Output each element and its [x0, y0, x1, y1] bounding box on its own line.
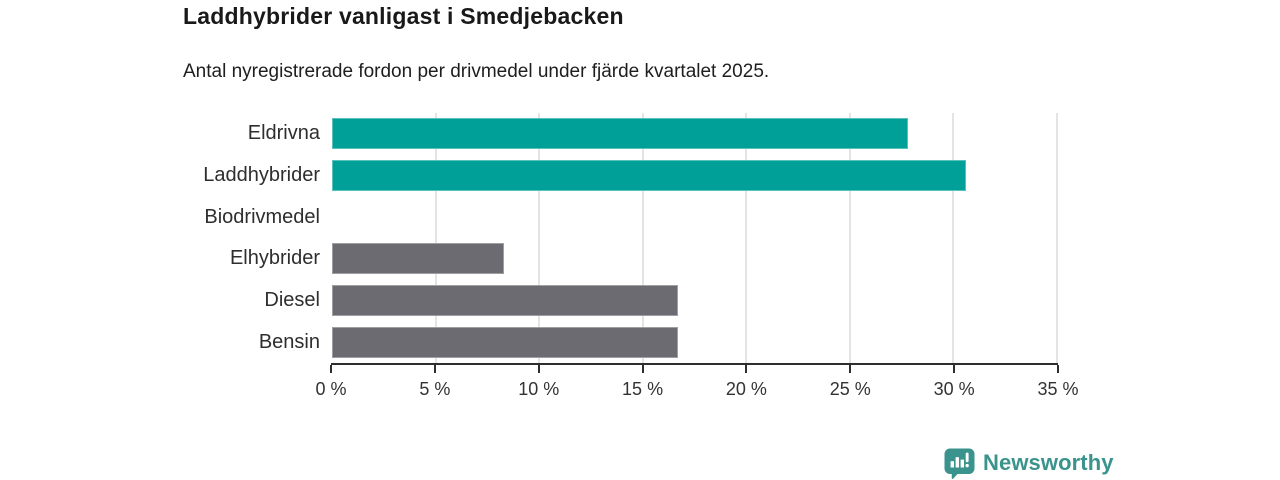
- x-axis-tick: [537, 365, 540, 373]
- x-tick-label: 25 %: [829, 379, 871, 399]
- bar-track: [332, 243, 1057, 275]
- bar-row: Eldrivna: [0, 113, 1057, 155]
- bar-row: Diesel: [0, 280, 1057, 322]
- chart-gridlines: [332, 113, 1058, 363]
- gridline: [1056, 113, 1058, 363]
- page-title: Laddhybrider vanligast i Smedjebacken: [183, 3, 624, 29]
- x-tick-label: 0 %: [315, 379, 347, 399]
- newsworthy-logo[interactable]: Newsworthy: [944, 447, 1114, 479]
- x-tick-label: 35 %: [1037, 379, 1079, 399]
- chart-subtitle: Antal nyregistrerade fordon per drivmede…: [183, 61, 770, 82]
- bar-chart: Eldrivna Laddhybrider Biodrivmedel Elhybrid…: [0, 113, 1280, 403]
- bar-track: [332, 326, 1057, 358]
- x-tick-label: 30 %: [933, 379, 975, 399]
- gridline: [952, 113, 955, 363]
- x-axis-tick: [330, 365, 332, 373]
- category-label: Biodrivmedel: [204, 205, 320, 228]
- bar-track: [332, 159, 1057, 191]
- category-label: Bensin: [258, 330, 320, 353]
- bar-row: Laddhybrider: [0, 155, 1057, 197]
- x-tick-label: 20 %: [725, 379, 767, 399]
- x-axis-tick: [1057, 365, 1059, 373]
- category-label: Laddhybrider: [203, 163, 320, 186]
- bar-row: Elhybrider: [0, 238, 1057, 280]
- gridline: [434, 113, 437, 363]
- category-label: Eldrivna: [247, 122, 320, 145]
- bar: [332, 284, 678, 316]
- bar: [332, 159, 966, 191]
- x-tick-label: 15 %: [622, 379, 664, 399]
- gridline: [848, 113, 851, 363]
- newsworthy-logo-text: Newsworthy: [983, 450, 1114, 475]
- bar-chart-bubble-icon: [944, 448, 975, 479]
- bar-row: Bensin: [0, 321, 1057, 363]
- category-label: Elhybrider: [229, 247, 320, 270]
- gridline: [538, 113, 541, 363]
- x-axis-tick: [953, 365, 956, 373]
- x-axis-tick: [745, 365, 748, 373]
- x-axis-tick: [849, 365, 852, 373]
- x-axis-tick: [641, 365, 644, 373]
- bar-track: [332, 118, 1057, 150]
- bar: [332, 118, 908, 150]
- x-axis-tick: [433, 365, 436, 373]
- bar-track: [332, 284, 1057, 316]
- x-tick-label: 5 %: [419, 379, 451, 399]
- chart-rows: Eldrivna Laddhybrider Biodrivmedel Elhybrid…: [0, 113, 1057, 363]
- gridline: [745, 113, 748, 363]
- bar: [332, 326, 678, 358]
- x-axis: 0 % 5 % 10 % 15 % 20 % 25 % 30 % 35 %: [315, 363, 1079, 399]
- bar-track: [332, 202, 1057, 233]
- bar-row: Biodrivmedel: [0, 196, 1057, 238]
- x-tick-label: 10 %: [518, 379, 560, 399]
- gridline: [641, 113, 644, 363]
- category-label: Diesel: [264, 288, 320, 311]
- bar: [332, 243, 504, 275]
